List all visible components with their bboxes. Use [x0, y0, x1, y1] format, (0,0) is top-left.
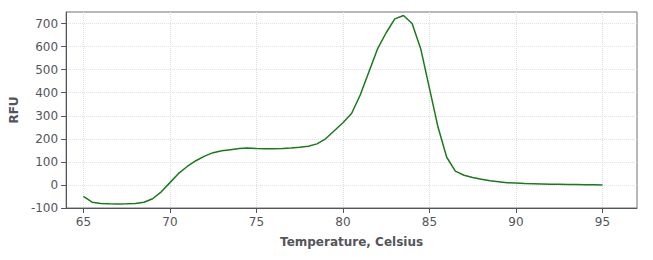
svg-text:Temperature, Celsius: Temperature, Celsius [280, 235, 423, 249]
svg-text:RFU: RFU [7, 96, 21, 123]
svg-text:0: 0 [50, 178, 58, 192]
svg-text:200: 200 [35, 132, 58, 146]
svg-text:70: 70 [162, 215, 177, 229]
svg-text:90: 90 [508, 215, 523, 229]
svg-text:300: 300 [35, 109, 58, 123]
svg-text:700: 700 [35, 17, 58, 31]
svg-text:65: 65 [76, 215, 91, 229]
svg-text:85: 85 [422, 215, 437, 229]
svg-text:80: 80 [335, 215, 350, 229]
svg-text:100: 100 [35, 155, 58, 169]
svg-text:75: 75 [249, 215, 264, 229]
svg-text:400: 400 [35, 86, 58, 100]
svg-text:-100: -100 [31, 201, 58, 215]
svg-text:500: 500 [35, 63, 58, 77]
svg-text:600: 600 [35, 40, 58, 54]
svg-text:95: 95 [595, 215, 610, 229]
